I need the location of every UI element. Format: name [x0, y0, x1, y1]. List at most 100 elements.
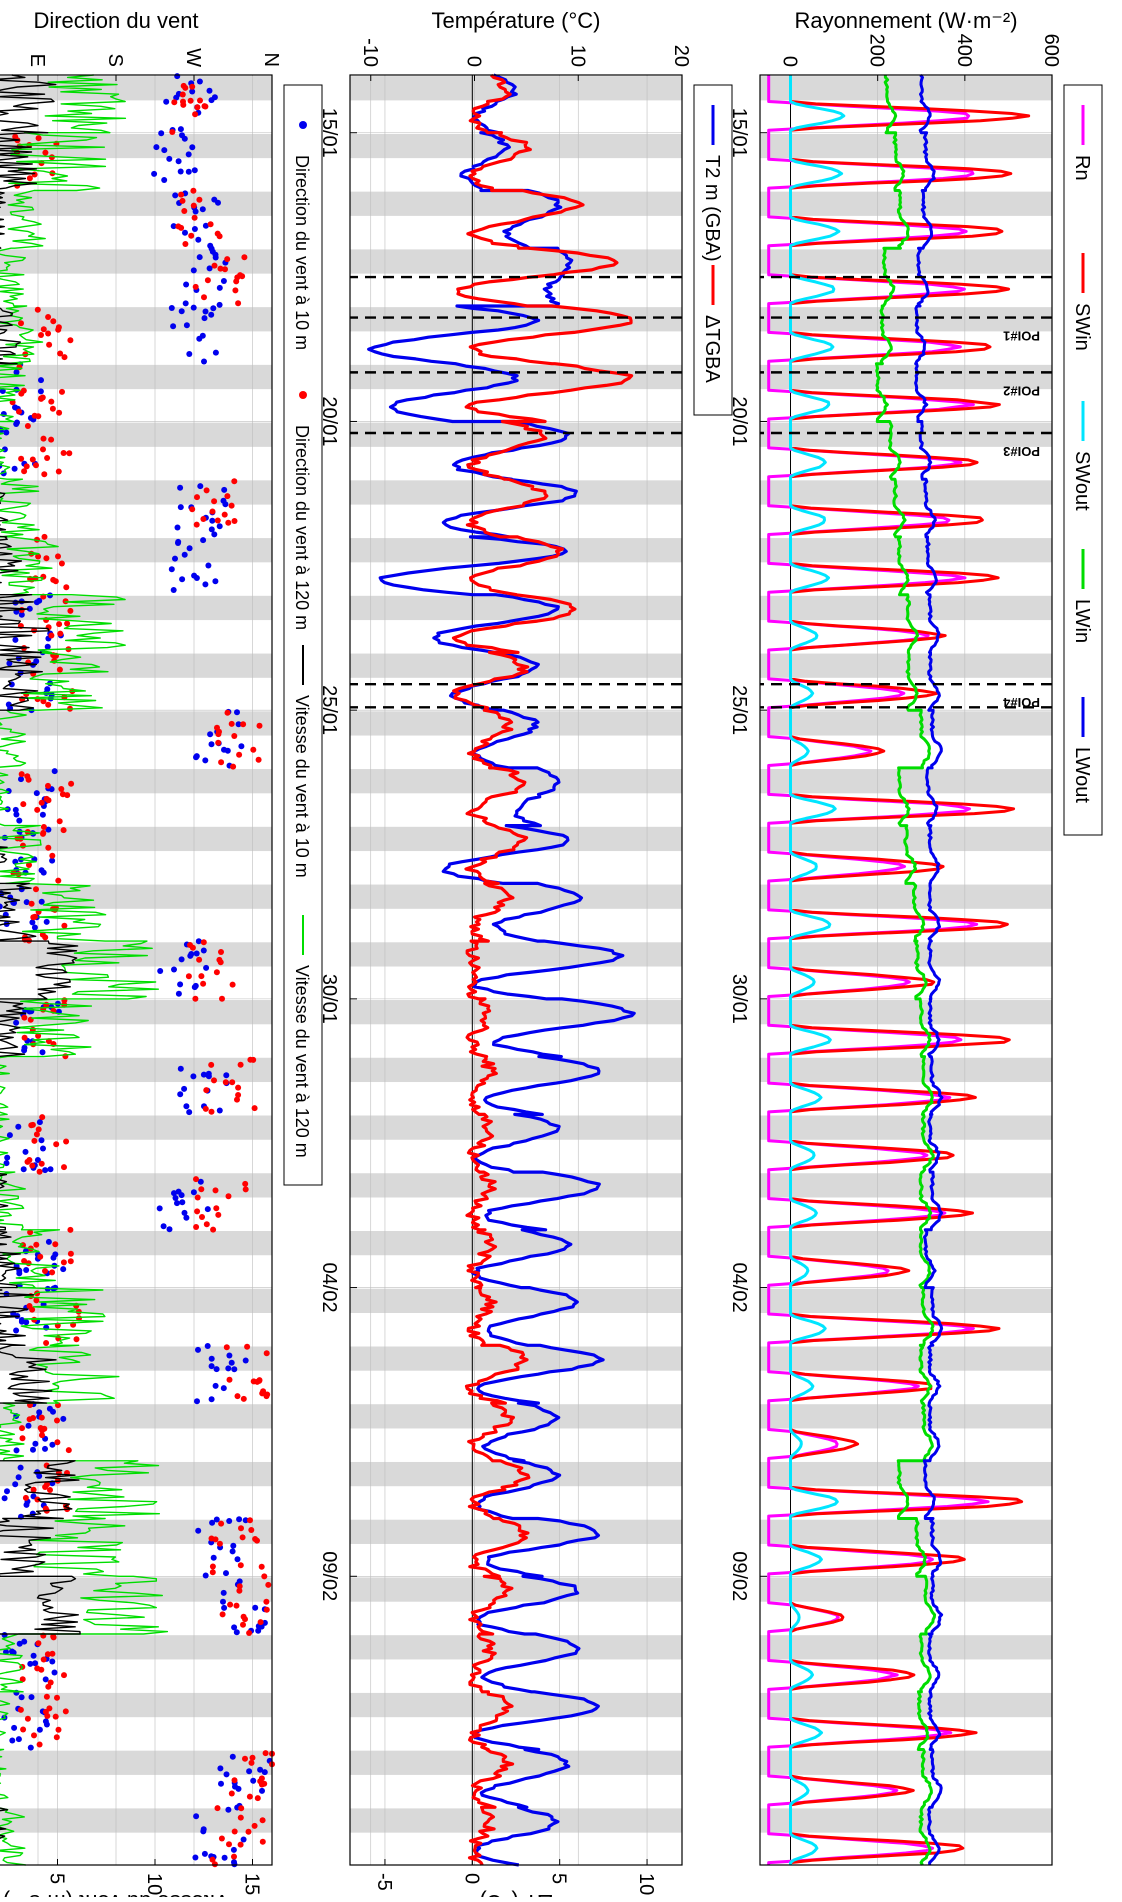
direction-10m-point	[6, 660, 13, 667]
direction-120m-point	[33, 886, 39, 893]
direction-120m-point	[180, 82, 187, 89]
y-tick-label: 15	[241, 1873, 263, 1895]
direction-10m-point	[36, 1119, 43, 1126]
direction-120m-point	[239, 273, 246, 280]
direction-120m-point	[208, 1061, 215, 1068]
direction-120m-point	[25, 776, 32, 783]
direction-10m-point	[13, 369, 20, 376]
direction-120m-point	[30, 1486, 37, 1493]
direction-120m-point	[208, 1108, 215, 1115]
night-band	[0, 1808, 272, 1833]
direction-120m-point	[24, 1158, 31, 1165]
plot-frame	[0, 74, 273, 1866]
direction-120m-point	[194, 1194, 201, 1201]
direction-120m-point	[42, 1268, 48, 1274]
direction-120m-point	[35, 1640, 42, 1647]
direction-10m-point	[234, 709, 240, 716]
direction-10m-point	[175, 990, 182, 997]
direction-10m-point	[166, 155, 173, 162]
night-band	[760, 76, 1052, 101]
direction-10m-point	[216, 284, 223, 291]
legend-label: Vitesse du vent à 120 m	[292, 965, 312, 1158]
direction-120m-point	[231, 1853, 237, 1860]
night-band	[350, 1000, 682, 1025]
direction-120m-point	[224, 709, 231, 716]
direction-120m-point	[55, 877, 62, 884]
direction-120m-point	[16, 408, 22, 415]
y-axis-label: Direction du vent	[33, 8, 198, 33]
direction-10m-point	[220, 1589, 227, 1596]
direction-10m-point	[181, 1085, 188, 1092]
direction-10m-point	[221, 1604, 228, 1611]
direction-10m-point	[15, 1474, 22, 1481]
direction-10m-point	[181, 551, 188, 558]
direction-120m-point	[217, 265, 224, 272]
direction-10m-point	[199, 206, 206, 213]
direction-10m-point	[38, 898, 45, 905]
direction-120m-point	[197, 97, 203, 104]
direction-120m-point	[42, 1708, 49, 1715]
legend-label: Direction du vent à 120 m	[292, 425, 312, 630]
direction-10m-point	[205, 562, 212, 569]
direction-120m-point	[217, 959, 224, 966]
night-band	[760, 942, 1052, 967]
direction-10m-point	[226, 1352, 233, 1359]
direction-120m-point	[31, 1732, 37, 1739]
direction-120m-point	[187, 942, 193, 948]
direction-10m-point	[190, 267, 197, 274]
direction-120m-point	[33, 462, 39, 469]
direction-10m-point	[211, 196, 218, 203]
night-band	[760, 1288, 1052, 1313]
direction-10m-point	[246, 1768, 253, 1775]
direction-120m-point	[38, 1414, 45, 1421]
direction-120m-point	[193, 1224, 200, 1230]
direction-120m-point	[43, 1693, 50, 1700]
direction-120m-point	[43, 1340, 50, 1346]
night-band	[760, 538, 1052, 563]
night-band	[0, 1635, 272, 1660]
night-band	[350, 1115, 682, 1140]
direction-10m-point	[202, 222, 209, 229]
night-band	[760, 133, 1052, 159]
x-tick-label: 15/01	[728, 108, 750, 158]
night-band	[760, 364, 1052, 390]
direction-120m-point	[240, 1395, 247, 1402]
direction-120m-point	[23, 463, 30, 470]
night-band	[350, 422, 682, 447]
direction-120m-point	[242, 1180, 249, 1187]
direction-10m-point	[43, 918, 50, 925]
direction-120m-point	[237, 1061, 244, 1068]
night-band	[760, 1461, 1052, 1487]
direction-120m-point	[34, 1496, 41, 1503]
direction-120m-point	[218, 1835, 225, 1842]
direction-10m-point	[195, 938, 202, 945]
direction-120m-point	[20, 1726, 27, 1733]
direction-10m-point	[13, 811, 20, 818]
direction-120m-point	[179, 91, 186, 98]
direction-10m-point	[39, 811, 46, 818]
direction-120m-point	[216, 1540, 223, 1547]
direction-10m-point	[51, 768, 58, 775]
night-band	[350, 1577, 682, 1602]
direction-120m-point	[67, 1250, 74, 1257]
direction-10m-point	[175, 158, 182, 165]
direction-10m-point	[18, 1694, 25, 1701]
direction-10m-point	[195, 236, 202, 243]
direction-10m-point	[201, 358, 207, 365]
direction-10m-point	[157, 968, 164, 974]
legend: Rn SWin SWout LWin LWout	[1063, 84, 1103, 836]
night-band	[350, 1692, 682, 1718]
direction-10m-point	[151, 170, 158, 177]
direction-10m-point	[46, 1405, 53, 1412]
x-tick-label: 25/01	[318, 685, 340, 735]
direction-120m-point	[47, 1679, 54, 1686]
direction-10m-point	[211, 94, 218, 101]
direction-120m-point	[63, 1138, 70, 1145]
x-tick-label: 20/01	[728, 396, 750, 446]
direction-120m-point	[254, 1378, 261, 1385]
direction-120m-point	[209, 1563, 216, 1570]
direction-10m-point	[216, 523, 223, 530]
night-band	[350, 1750, 682, 1775]
direction-120m-point	[21, 468, 28, 475]
y-tick-label: 0	[460, 1873, 482, 1884]
